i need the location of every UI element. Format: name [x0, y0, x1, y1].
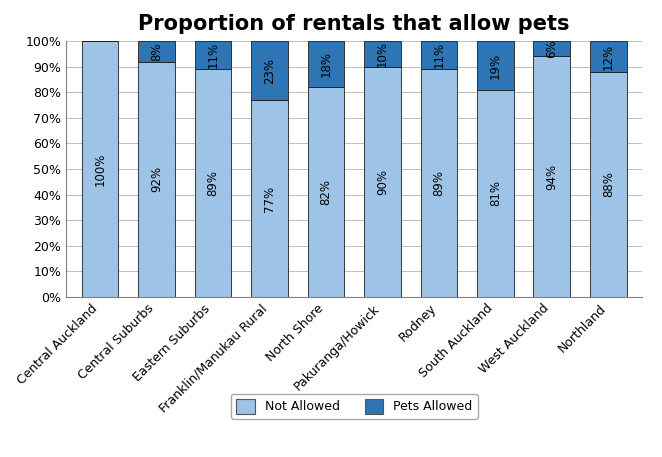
Text: 92%: 92% [150, 166, 163, 192]
Bar [81, 41, 118, 297]
Text: 10%: 10% [376, 41, 389, 67]
Bar [590, 72, 627, 297]
Bar [534, 57, 570, 297]
Text: 11%: 11% [432, 42, 446, 68]
Text: 77%: 77% [263, 186, 276, 212]
Text: 11%: 11% [207, 42, 220, 68]
Text: 90%: 90% [376, 169, 389, 195]
Text: 81%: 81% [489, 181, 502, 207]
Bar [364, 41, 401, 67]
Text: 100%: 100% [93, 152, 107, 186]
Text: 18%: 18% [320, 51, 332, 77]
Text: 89%: 89% [207, 170, 220, 196]
Text: 88%: 88% [602, 171, 615, 197]
Bar [477, 90, 514, 297]
Bar [534, 41, 570, 57]
Text: 8%: 8% [150, 42, 163, 61]
Bar [138, 62, 175, 297]
Text: 12%: 12% [602, 43, 615, 69]
Bar [308, 41, 344, 87]
Text: 82%: 82% [320, 179, 332, 205]
Legend: Not Allowed, Pets Allowed: Not Allowed, Pets Allowed [231, 393, 477, 419]
Bar [195, 69, 231, 297]
Text: 89%: 89% [432, 170, 446, 196]
Bar [364, 67, 401, 297]
Text: 23%: 23% [263, 58, 276, 84]
Bar [251, 100, 288, 297]
Bar [420, 41, 457, 69]
Bar [138, 41, 175, 62]
Bar [308, 87, 344, 297]
Text: 94%: 94% [545, 164, 558, 190]
Bar [251, 41, 288, 100]
Title: Proportion of rentals that allow pets: Proportion of rentals that allow pets [138, 14, 570, 34]
Bar [420, 69, 457, 297]
Text: 19%: 19% [489, 53, 502, 79]
Bar [590, 41, 627, 72]
Text: 6%: 6% [545, 39, 558, 58]
Bar [195, 41, 231, 69]
Bar [477, 41, 514, 90]
